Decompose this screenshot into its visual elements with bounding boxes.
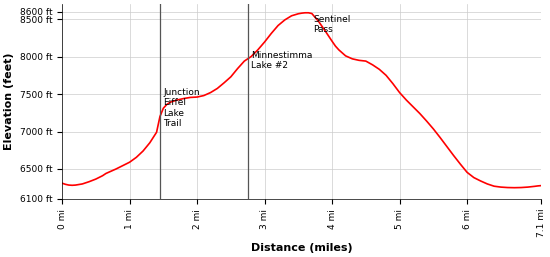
Text: Junction
Eiffel
Lake
Trail: Junction Eiffel Lake Trail: [163, 88, 200, 128]
Text: Sentinel
Pass: Sentinel Pass: [313, 15, 350, 34]
Text: Minnestimma
Lake #2: Minnestimma Lake #2: [251, 51, 312, 70]
Y-axis label: Elevation (feet): Elevation (feet): [4, 53, 14, 150]
X-axis label: Distance (miles): Distance (miles): [251, 243, 353, 253]
